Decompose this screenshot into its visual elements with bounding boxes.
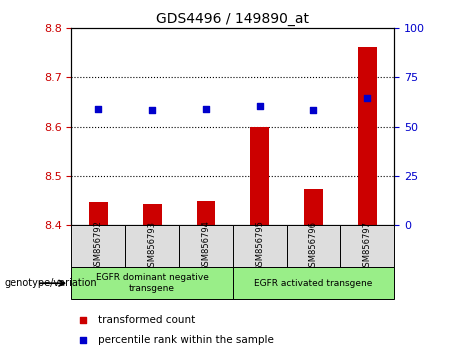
Point	[79, 337, 87, 343]
Text: GSM856797: GSM856797	[363, 221, 372, 272]
Bar	[233, 225, 287, 267]
Bar	[143, 204, 161, 225]
Text: GSM856792: GSM856792	[94, 221, 103, 272]
Bar	[71, 225, 125, 267]
Bar	[196, 201, 215, 225]
Text: transformed count: transformed count	[98, 315, 195, 325]
Text: GSM856793: GSM856793	[148, 221, 157, 272]
Point	[148, 108, 156, 113]
Point	[79, 317, 87, 323]
Bar	[250, 127, 269, 225]
Point	[256, 104, 263, 109]
Title: GDS4496 / 149890_at: GDS4496 / 149890_at	[156, 12, 309, 26]
Bar	[179, 225, 233, 267]
Text: GSM856794: GSM856794	[201, 221, 210, 272]
Bar	[358, 47, 377, 225]
Text: genotype/variation: genotype/variation	[5, 278, 97, 288]
Text: GSM856796: GSM856796	[309, 221, 318, 272]
Text: GSM856795: GSM856795	[255, 221, 264, 272]
Bar	[287, 225, 340, 267]
Point	[95, 107, 102, 112]
Text: percentile rank within the sample: percentile rank within the sample	[98, 335, 274, 345]
Text: EGFR activated transgene: EGFR activated transgene	[254, 279, 372, 288]
Point	[364, 95, 371, 101]
Bar	[89, 202, 108, 225]
Text: EGFR dominant negative
transgene: EGFR dominant negative transgene	[96, 274, 208, 293]
Point	[202, 106, 210, 112]
Bar	[304, 189, 323, 225]
Bar	[340, 225, 394, 267]
Bar	[233, 267, 394, 299]
Point	[310, 107, 317, 113]
Bar	[71, 267, 233, 299]
Bar	[125, 225, 179, 267]
